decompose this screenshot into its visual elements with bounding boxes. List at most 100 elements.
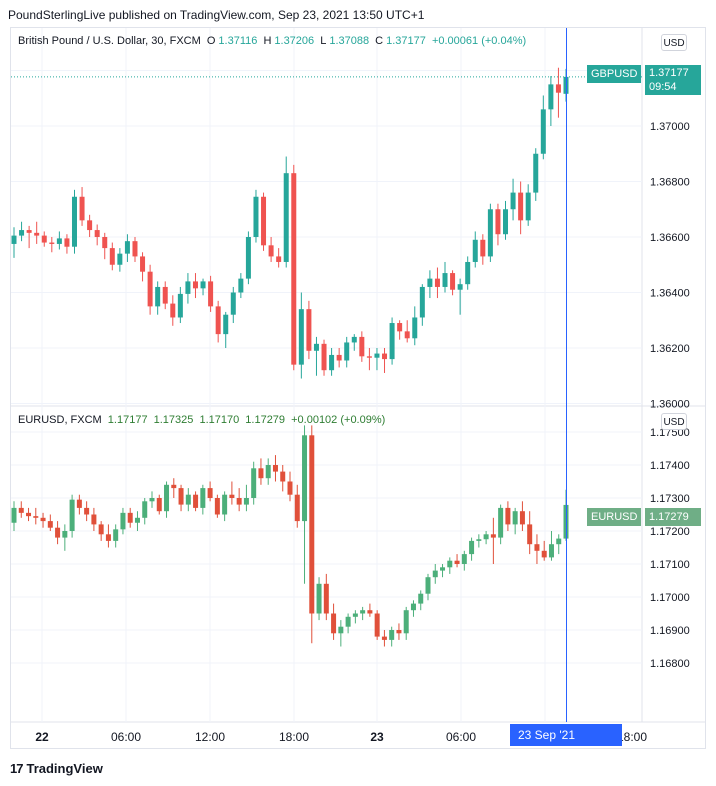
candle-body <box>178 488 184 505</box>
crosshair-time: 13:30 <box>528 750 559 764</box>
candle-body <box>454 560 460 564</box>
candle-body <box>47 521 53 528</box>
currency-button-eurusd[interactable]: USD <box>661 413 687 430</box>
candle-body <box>389 323 395 360</box>
candle-body <box>498 507 504 538</box>
legend-high-2: 1.17325 <box>153 414 194 426</box>
legend-open-2: 1.17177 <box>107 414 148 426</box>
candle-body <box>316 583 322 614</box>
candle-body <box>381 636 387 640</box>
legend-high: 1.37206 <box>274 35 315 47</box>
candle-body <box>170 303 176 318</box>
candle-body <box>510 192 516 210</box>
candle-body <box>164 484 170 512</box>
candle-body <box>207 488 213 498</box>
candle-body <box>465 261 471 285</box>
candle-body <box>533 153 539 193</box>
gbpusd-countdown: 09:54 <box>649 81 677 93</box>
candle-body <box>298 309 304 365</box>
time-axis-label: 22 <box>35 730 49 744</box>
candle-body <box>236 498 242 505</box>
candle-body <box>33 516 39 518</box>
gbpusd-symbol-tag: GBPUSD <box>587 65 641 83</box>
candle-body <box>450 273 456 290</box>
candle-body <box>142 501 148 518</box>
candle-body <box>519 511 525 525</box>
candle-body <box>382 353 388 360</box>
candle-body <box>323 583 329 614</box>
candle-body <box>200 281 206 289</box>
candle-body <box>214 498 220 515</box>
candle-body <box>480 239 486 257</box>
price-axis-label: 1.17100 <box>650 559 690 571</box>
price-axis-label: 1.17500 <box>650 427 690 439</box>
time-axis-label: 12:00 <box>195 730 225 744</box>
candle-body <box>251 468 257 498</box>
candle-body <box>127 512 133 523</box>
candle-body <box>124 241 130 254</box>
candle-body <box>171 484 177 489</box>
footer-brand[interactable]: 17 TradingView <box>10 761 103 776</box>
candle-body <box>418 593 424 604</box>
candle-body <box>397 323 403 332</box>
candle-body <box>140 256 146 272</box>
candle-body <box>352 613 358 617</box>
time-axis-label: 23 <box>370 730 384 744</box>
candle-body <box>495 209 501 235</box>
candle-body <box>185 494 191 505</box>
candle-body <box>109 248 115 265</box>
candle-body <box>548 84 554 110</box>
candle-body <box>432 570 438 578</box>
candle-body <box>265 465 271 479</box>
candle-body <box>360 610 366 614</box>
candle-body <box>113 529 119 541</box>
candle-body <box>366 356 372 358</box>
candle-body <box>26 230 32 233</box>
legend-low-label: L <box>320 35 327 47</box>
candle-body <box>487 209 493 257</box>
candle-body <box>534 544 540 551</box>
candle-body <box>367 610 373 614</box>
candle-body <box>69 499 75 531</box>
candle-body <box>556 538 562 545</box>
candle-body <box>283 173 289 262</box>
candle-body <box>374 613 380 637</box>
candle-body <box>208 281 214 307</box>
candle-body <box>120 512 126 530</box>
candle-body <box>351 336 357 343</box>
candle-body <box>336 354 342 361</box>
candle-body <box>389 630 395 640</box>
candle-body <box>155 286 161 307</box>
eurusd-price-tag: 1.17279 <box>645 508 701 526</box>
legend-change: +0.00061 (+0.04%) <box>431 35 527 47</box>
candle-body <box>193 494 199 508</box>
legend-low-2: 1.17170 <box>199 414 240 426</box>
candle-body <box>185 281 191 294</box>
candle-body <box>261 196 267 246</box>
candle-body <box>344 342 350 361</box>
legend-low: 1.37088 <box>329 35 370 47</box>
candle-body <box>404 331 410 339</box>
candle-body <box>98 524 104 535</box>
currency-button-gbpusd[interactable]: USD <box>661 34 687 51</box>
candle-body <box>338 626 344 634</box>
candle-body <box>525 192 531 221</box>
legend-high-label: H <box>263 35 272 47</box>
candle-body <box>223 314 229 335</box>
candle-body <box>483 534 489 540</box>
legend-open: 1.37116 <box>218 35 258 47</box>
time-axis-label: 06:00 <box>111 730 141 744</box>
candle-body <box>321 343 327 371</box>
candle-body <box>434 278 440 287</box>
candle-body <box>56 238 62 244</box>
candle-body <box>331 613 337 634</box>
candle-body <box>472 239 478 262</box>
candle-body <box>147 271 153 307</box>
candle-body <box>276 256 282 262</box>
candle-body <box>518 192 524 221</box>
candle-body <box>238 278 244 293</box>
time-axis-label: 06:00 <box>446 730 476 744</box>
candle-body <box>11 235 17 244</box>
legend-title: British Pound / U.S. Dollar, 30, FXCM <box>18 35 201 47</box>
